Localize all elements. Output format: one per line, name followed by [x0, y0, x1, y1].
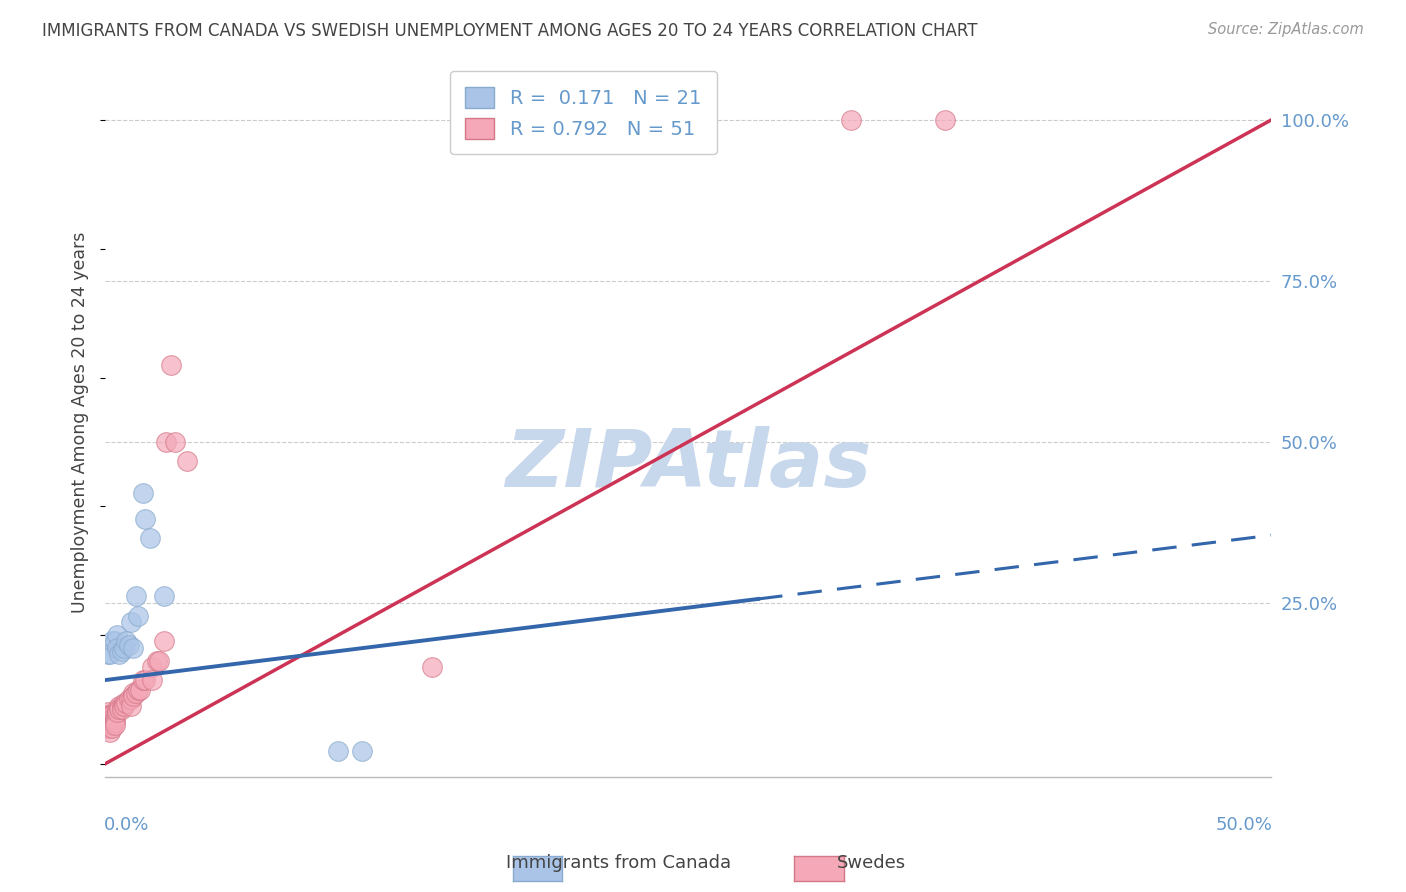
Point: [124, 686, 146, 700]
Point: [101, 712, 124, 726]
Point: [176, 454, 198, 468]
Point: [101, 708, 124, 723]
Point: [96, 648, 118, 662]
Point: [108, 702, 131, 716]
Legend: R =  0.171   N = 21, R = 0.792   N = 51: R = 0.171 N = 21, R = 0.792 N = 51: [450, 71, 717, 154]
Text: 50.0%: 50.0%: [1215, 815, 1272, 833]
Point: [152, 590, 174, 604]
Point: [145, 654, 167, 668]
Point: [155, 434, 177, 449]
Point: [98, 648, 121, 662]
Point: [101, 714, 124, 729]
Point: [96, 708, 118, 723]
Point: [96, 714, 118, 729]
Point: [115, 696, 138, 710]
Point: [328, 744, 350, 758]
Point: [159, 358, 181, 372]
Point: [103, 718, 125, 732]
Point: [96, 718, 118, 732]
Point: [131, 673, 153, 687]
Point: [101, 718, 124, 732]
Point: [108, 648, 131, 662]
Point: [122, 640, 145, 655]
Text: Source: ZipAtlas.com: Source: ZipAtlas.com: [1208, 22, 1364, 37]
Point: [120, 615, 142, 629]
Point: [101, 634, 124, 648]
Point: [103, 712, 125, 726]
Text: ZIPAtlas: ZIPAtlas: [505, 426, 872, 504]
Point: [165, 434, 187, 449]
Point: [122, 689, 145, 703]
Point: [98, 714, 121, 729]
Text: Swedes: Swedes: [837, 855, 907, 872]
Point: [112, 696, 135, 710]
Point: [105, 705, 128, 719]
Point: [108, 698, 131, 713]
Point: [98, 722, 121, 736]
Point: [152, 634, 174, 648]
Point: [127, 608, 149, 623]
Point: [134, 512, 156, 526]
Point: [103, 714, 125, 729]
Point: [122, 686, 145, 700]
Point: [131, 486, 153, 500]
Point: [141, 673, 163, 687]
Point: [105, 640, 128, 655]
Point: [148, 654, 170, 668]
Point: [141, 660, 163, 674]
Point: [98, 708, 121, 723]
Point: [105, 702, 128, 716]
Point: [138, 532, 160, 546]
Point: [129, 682, 152, 697]
Point: [841, 113, 863, 128]
Point: [98, 718, 121, 732]
Text: IMMIGRANTS FROM CANADA VS SWEDISH UNEMPLOYMENT AMONG AGES 20 TO 24 YEARS CORRELA: IMMIGRANTS FROM CANADA VS SWEDISH UNEMPL…: [42, 22, 977, 40]
Point: [112, 640, 135, 655]
Point: [115, 634, 138, 648]
Point: [117, 638, 139, 652]
Point: [103, 634, 125, 648]
Point: [934, 113, 956, 128]
Point: [112, 698, 135, 713]
Point: [96, 722, 118, 736]
Point: [110, 644, 132, 658]
Point: [350, 744, 373, 758]
Text: 0.0%: 0.0%: [104, 815, 149, 833]
Point: [124, 590, 146, 604]
Point: [120, 692, 142, 706]
Point: [110, 698, 132, 713]
Point: [117, 692, 139, 706]
Point: [96, 705, 118, 719]
Y-axis label: Unemployment Among Ages 20 to 24 years: Unemployment Among Ages 20 to 24 years: [72, 232, 89, 614]
Point: [98, 724, 121, 739]
Point: [96, 712, 118, 726]
Point: [134, 673, 156, 687]
Point: [110, 702, 132, 716]
Point: [101, 722, 124, 736]
Point: [420, 660, 443, 674]
Point: [98, 712, 121, 726]
Point: [120, 698, 142, 713]
Text: Immigrants from Canada: Immigrants from Canada: [506, 855, 731, 872]
Point: [105, 628, 128, 642]
Point: [127, 682, 149, 697]
